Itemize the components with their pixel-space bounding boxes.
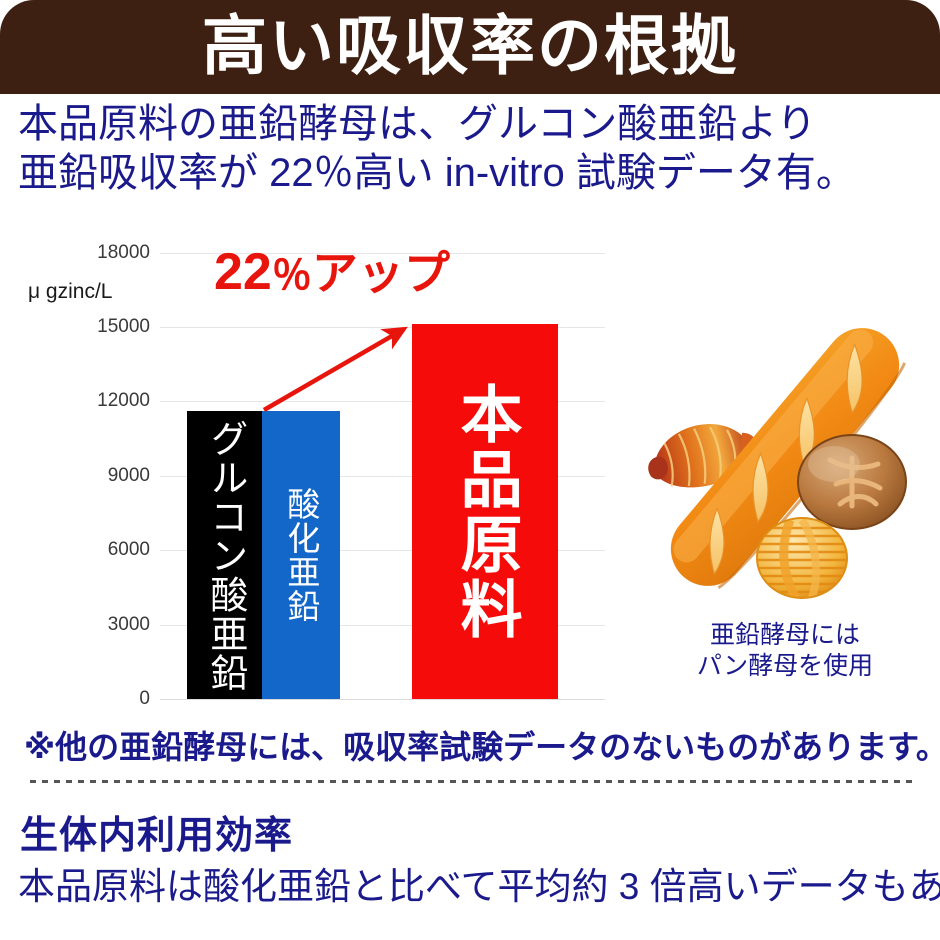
uplift-number: 22 bbox=[214, 243, 272, 301]
lead-line-1: 本品原料の亜鉛酵母は、グルコン酸亜鉛より bbox=[18, 102, 817, 146]
gridline-6000 bbox=[160, 550, 605, 551]
y-axis-labels: 18000 15000 12000 9000 6000 3000 0 bbox=[0, 232, 150, 712]
dotted-divider bbox=[30, 780, 914, 783]
bread-illustration-svg bbox=[648, 328, 907, 599]
bar-label-zinc-oxide: 酸化亜鉛 bbox=[282, 487, 320, 623]
bread-caption-line-1: 亜鉛酵母には bbox=[709, 621, 860, 649]
bar-product-material: 本品原料 bbox=[412, 324, 558, 699]
gridline-0 bbox=[160, 699, 605, 700]
absorption-bar-chart: 18000 15000 12000 9000 6000 3000 0 μ gzi… bbox=[0, 232, 620, 712]
uplift-percent-sign: ％ bbox=[271, 254, 312, 298]
lead-paragraph: 本品原料の亜鉛酵母は、グルコン酸亜鉛より 亜鉛吸収率が 22％高い in-vit… bbox=[18, 100, 928, 198]
gridline-3000 bbox=[160, 625, 605, 626]
y-tick-12000: 12000 bbox=[97, 390, 150, 411]
gridline-18000 bbox=[160, 253, 605, 254]
striped-loaf-icon bbox=[756, 517, 848, 599]
uplift-kana: アップ bbox=[311, 247, 450, 299]
y-tick-18000: 18000 bbox=[97, 242, 150, 263]
footnote-text: ※他の亜鉛酵母には、吸収率試験データのないものがあります。 bbox=[24, 729, 940, 765]
boule-bread-icon bbox=[797, 434, 907, 530]
gridline-9000 bbox=[160, 476, 605, 477]
y-tick-15000: 15000 bbox=[97, 316, 150, 337]
bar-zinc-oxide: 酸化亜鉛 bbox=[262, 411, 340, 699]
bar-label-product-material: 本品原料 bbox=[450, 381, 520, 642]
y-tick-3000: 3000 bbox=[107, 614, 150, 635]
header-banner: 高い吸収率の根拠 bbox=[0, 0, 940, 94]
y-tick-0: 0 bbox=[139, 688, 150, 709]
page-title: 高い吸収率の根拠 bbox=[201, 8, 738, 82]
y-axis-unit-label: μ gzinc/L bbox=[28, 280, 113, 303]
bread-caption-line-2: パン酵母を使用 bbox=[696, 652, 874, 681]
bread-illustration bbox=[630, 292, 940, 622]
y-tick-6000: 6000 bbox=[107, 539, 150, 560]
uplift-percentage-label: 22％アップ bbox=[214, 246, 450, 298]
lead-line-2: 亜鉛吸収率が 22％高い in-vitro 試験データ有。 bbox=[18, 150, 856, 195]
y-tick-9000: 9000 bbox=[107, 465, 150, 486]
bar-gluconate-zinc: グルコン酸亜鉛 bbox=[187, 411, 262, 699]
bioavailability-text: 本品原料は酸化亜鉛と比べて平均約 3 倍高いデータもあり。 bbox=[18, 866, 940, 907]
bioavailability-heading: 生体内利用効率 bbox=[20, 815, 294, 857]
bread-caption: 亜鉛酵母には パン酵母を使用 bbox=[630, 620, 940, 683]
bar-label-gluconate-zinc: グルコン酸亜鉛 bbox=[203, 418, 246, 692]
